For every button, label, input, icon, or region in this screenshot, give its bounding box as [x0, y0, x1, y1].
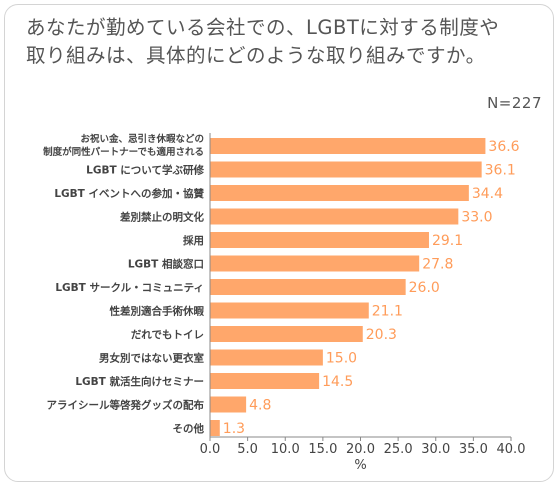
- bar-value-label: 36.1: [485, 163, 516, 179]
- x-tick-label: 40.0: [497, 442, 526, 457]
- category-label: LGBT サークル・コミュニティ: [55, 282, 204, 294]
- x-tick-label: 0.0: [200, 442, 221, 457]
- bar-10: [210, 373, 320, 389]
- bar-value-label: 26.0: [409, 280, 440, 296]
- bar-1: [210, 161, 482, 178]
- bar-5: [210, 255, 420, 272]
- chart-title-line2: 取り組みは、具体的にどのような取り組みですか。: [26, 44, 486, 67]
- x-tick-label: 20.0: [346, 442, 375, 457]
- bar-0: [210, 138, 486, 154]
- bar-11: [210, 396, 247, 413]
- category-label: お祝い金、忌引き休暇などの: [80, 133, 204, 145]
- category-label: LGBT イベントへの参加・協賛: [54, 187, 204, 200]
- chart-title: あなたが勤めている会社での、LGBTに対する制度や 取り組みは、具体的にどのよう…: [26, 14, 546, 70]
- x-tick-label: 10.0: [271, 442, 300, 457]
- bar-value-label: 29.1: [432, 233, 463, 249]
- bar-value-label: 4.8: [249, 398, 271, 414]
- sample-size-label: N=227: [487, 94, 542, 112]
- bar-value-label: 1.3: [223, 421, 245, 437]
- bar-6: [210, 279, 406, 295]
- x-tick-label: 5.0: [237, 442, 258, 457]
- bar-value-label: 20.3: [366, 327, 397, 343]
- category-label: LGBT 就活生向けセミナー: [75, 375, 204, 388]
- category-label: だれでもトイレ: [131, 329, 204, 341]
- bar-value-label: 36.6: [488, 139, 519, 155]
- category-label: 差別禁止の明文化: [120, 211, 204, 224]
- bar-value-label: 34.4: [472, 186, 503, 202]
- x-tick-label: 35.0: [459, 442, 488, 457]
- bar-8: [210, 326, 363, 342]
- bar-3: [210, 208, 459, 225]
- category-label: アライシール等啓発グッズの配布: [47, 399, 205, 412]
- bar-9: [210, 349, 323, 366]
- bar-value-label: 15.0: [326, 351, 357, 367]
- category-label: 男女別ではない更衣室: [99, 352, 204, 365]
- bar-value-label: 21.1: [372, 304, 403, 320]
- category-label: 制度が同性パートナーでも適用される: [43, 146, 204, 158]
- bar-value-label: 27.8: [422, 257, 453, 273]
- bar-12: [210, 420, 220, 436]
- bar-value-label: 14.5: [322, 374, 353, 390]
- x-tick-label: 25.0: [384, 442, 413, 457]
- bar-4: [210, 232, 429, 248]
- category-label: 採用: [183, 234, 204, 247]
- category-label: LGBT について学ぶ研修: [86, 164, 204, 177]
- x-tick-label: 30.0: [421, 442, 450, 457]
- bar-2: [210, 185, 469, 201]
- category-label: LGBT 相談窓口: [128, 258, 204, 271]
- x-axis-label: %: [354, 458, 366, 473]
- x-tick-label: 15.0: [308, 442, 337, 457]
- bar-7: [210, 302, 369, 319]
- category-label: その他: [173, 422, 205, 435]
- chart-title-line1: あなたが勤めている会社での、LGBTに対する制度や: [26, 16, 500, 39]
- bar-value-label: 33.0: [461, 210, 492, 226]
- category-label: 性差別適合手術休暇: [110, 305, 205, 318]
